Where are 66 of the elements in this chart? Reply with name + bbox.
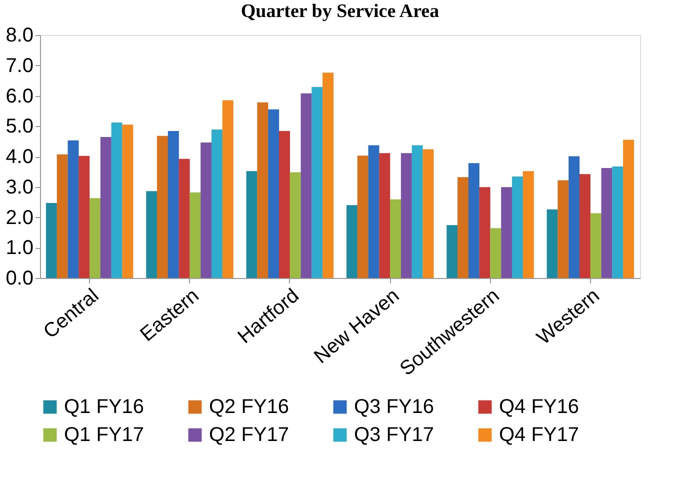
bar	[546, 209, 558, 278]
bar	[257, 102, 268, 278]
bar	[178, 158, 190, 278]
bar	[322, 72, 334, 278]
bar	[56, 154, 68, 278]
legend-label: Q3 FY16	[354, 396, 434, 418]
chart-title: Quarter by Service Area	[240, 1, 440, 22]
bar	[111, 122, 122, 278]
y-tick-label: 3.0	[6, 176, 34, 198]
bar	[501, 187, 512, 278]
legend-label: Q4 FY16	[499, 396, 580, 418]
y-tick-label: 6.0	[6, 85, 34, 108]
legend-label: Q1 FY17	[64, 424, 144, 446]
legend-label: Q1 FY16	[64, 396, 144, 418]
bar	[590, 213, 602, 278]
bar	[623, 140, 634, 278]
bar	[357, 156, 368, 278]
bar	[122, 124, 134, 278]
bar	[300, 93, 312, 278]
bar	[412, 145, 423, 278]
bar	[379, 153, 390, 278]
bar	[612, 166, 624, 278]
bar	[278, 130, 290, 278]
bar	[368, 145, 380, 278]
bar	[568, 156, 580, 278]
bar	[601, 168, 612, 278]
bar	[312, 86, 323, 278]
bar	[200, 142, 212, 278]
bar	[190, 192, 201, 278]
bar	[579, 174, 590, 278]
bar	[168, 130, 179, 278]
y-tick-label: 8.0	[6, 24, 34, 46]
legend-label: Q2 FY16	[209, 396, 290, 418]
bar	[211, 129, 222, 278]
bar	[422, 149, 434, 278]
bar	[468, 163, 480, 278]
bar	[290, 172, 301, 278]
y-tick-label: 1.0	[6, 237, 34, 260]
bar	[512, 176, 523, 278]
bar	[90, 198, 101, 278]
bar	[558, 180, 569, 278]
bar	[68, 140, 79, 278]
y-tick-label: 0.0	[6, 268, 34, 290]
bar	[490, 228, 502, 278]
legend-label: Q3 FY17	[354, 424, 434, 446]
bar	[268, 109, 280, 278]
bar	[458, 177, 469, 278]
bar	[479, 187, 490, 278]
legend-label: Q2 FY17	[209, 424, 290, 446]
bar	[346, 205, 358, 278]
y-tick-label: 2.0	[6, 206, 34, 229]
bar	[446, 225, 458, 278]
bar	[400, 153, 412, 278]
bar	[146, 191, 158, 278]
y-tick-label: 4.0	[6, 146, 34, 168]
bar	[246, 171, 258, 278]
y-tick-label: 5.0	[6, 116, 34, 138]
bar	[46, 202, 57, 278]
bar	[100, 137, 112, 278]
y-tick-label: 7.0	[6, 54, 34, 77]
bar	[78, 156, 90, 278]
bar	[222, 100, 234, 278]
bar	[157, 136, 168, 278]
bar	[390, 199, 402, 278]
legend-label: Q4 FY17	[499, 424, 580, 446]
bar	[522, 171, 534, 278]
